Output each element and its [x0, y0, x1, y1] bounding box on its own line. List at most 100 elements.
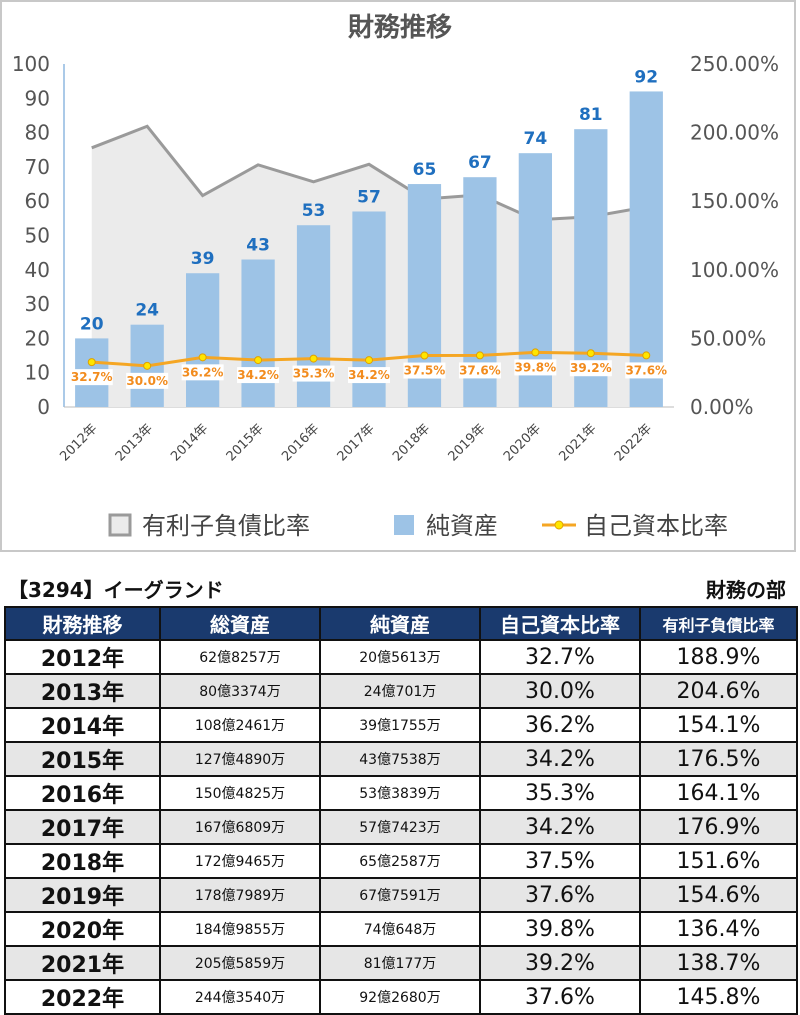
- y2-tick-label: 150.00%: [690, 189, 779, 213]
- table-cell: 24億701万: [319, 673, 481, 709]
- y2-tick-label: 50.00%: [690, 326, 766, 350]
- table-cell: 108億2461万: [159, 707, 321, 743]
- equity-ratio-label-bg: [625, 362, 668, 379]
- table-row: 2013年 80億3374万 24億701万 30.0% 204.6%: [4, 673, 798, 709]
- y-tick-label: 90: [25, 86, 50, 110]
- equity-ratio-label: 37.5%: [404, 364, 446, 378]
- table-cell: 35.3%: [479, 775, 641, 811]
- table-cell: 164.1%: [639, 775, 798, 811]
- net-assets-label: 20: [80, 314, 104, 334]
- table-cell: 92億2680万: [319, 979, 481, 1015]
- equity-ratio-label: 39.2%: [570, 361, 612, 375]
- net-assets-label: 67: [468, 153, 492, 173]
- net-assets-bar: [629, 91, 663, 407]
- y-tick-label: 70: [25, 155, 50, 179]
- equity-ratio-point: [309, 354, 318, 363]
- equity-ratio-label: 34.2%: [237, 368, 279, 382]
- section-name: 財務の部: [706, 578, 786, 602]
- header-cell: 有利子負債比率: [639, 606, 798, 641]
- legend-label-debt-ratio: 有利子負債比率: [142, 512, 310, 540]
- y-tick-label: 10: [25, 361, 50, 385]
- y-tick-label: 20: [25, 326, 50, 350]
- table-cell: 150億4825万: [159, 775, 321, 811]
- equity-ratio-label-bg: [458, 362, 501, 379]
- table-cell: 39.8%: [479, 911, 641, 947]
- table-cell: 30.0%: [479, 673, 641, 709]
- table-cell: 2020年: [4, 911, 161, 947]
- table-cell: 188.9%: [639, 639, 798, 675]
- table-cell: 34.2%: [479, 809, 641, 845]
- table-cell: 172億9465万: [159, 843, 321, 879]
- table-cell: 36.2%: [479, 707, 641, 743]
- table-cell: 178億7989万: [159, 877, 321, 913]
- debt-ratio-line: [91, 124, 647, 222]
- table-row: 2017年 167億6809万 57億7423万 34.2% 176.9%: [4, 809, 798, 845]
- net-assets-label: 92: [634, 67, 658, 87]
- equity-ratio-point: [420, 351, 429, 360]
- x-tick-label: 2021年: [556, 421, 599, 464]
- table-cell: 37.6%: [479, 979, 641, 1015]
- table-heading: 【3294】イーグランド 財務の部: [0, 570, 800, 604]
- table-cell: 39億1755万: [319, 707, 481, 743]
- y2-tick-label: 0.00%: [690, 395, 754, 419]
- table-cell: 53億3839万: [319, 775, 481, 811]
- table-cell: 2015年: [4, 741, 161, 777]
- table-cell: 2013年: [4, 673, 161, 709]
- equity-ratio-label-bg: [403, 362, 446, 379]
- table-row: 2014年 108億2461万 39億1755万 36.2% 154.1%: [4, 707, 798, 743]
- equity-ratio-label: 30.0%: [126, 374, 168, 388]
- equity-ratio-point: [143, 361, 152, 370]
- table-cell: 176.9%: [639, 809, 798, 845]
- x-tick-label: 2016年: [279, 421, 322, 464]
- table-cell: 37.5%: [479, 843, 641, 879]
- table-row: 2022年 244億3540万 92億2680万 37.6% 145.8%: [4, 979, 798, 1015]
- table-cell: 244億3540万: [159, 979, 321, 1015]
- net-assets-label: 53: [302, 201, 326, 221]
- table-cell: 176.5%: [639, 741, 798, 777]
- table-row: 2015年 127億4890万 43億7538万 34.2% 176.5%: [4, 741, 798, 777]
- table-cell: 167億6809万: [159, 809, 321, 845]
- equity-ratio-label: 37.6%: [625, 363, 667, 377]
- table-cell: 62億8257万: [159, 639, 321, 675]
- y2-tick-label: 100.00%: [690, 258, 779, 282]
- y-tick-label: 0: [37, 395, 50, 419]
- table-cell: 184億9855万: [159, 911, 321, 947]
- table-row: 2012年 62億8257万 20億5613万 32.7% 188.9%: [4, 639, 798, 675]
- equity-ratio-point: [254, 356, 263, 365]
- table-cell: 127億4890万: [159, 741, 321, 777]
- net-assets-label: 39: [191, 249, 215, 269]
- table-cell: 74億648万: [319, 911, 481, 947]
- equity-ratio-label-bg: [237, 367, 280, 384]
- x-tick-label: 2012年: [57, 421, 100, 464]
- equity-ratio-point: [365, 356, 373, 365]
- table-cell: 65億2587万: [319, 843, 481, 879]
- equity-ratio-point: [87, 358, 96, 367]
- y2-tick-label: 250.00%: [690, 52, 779, 76]
- table-cell: 154.1%: [639, 707, 798, 743]
- table-row: 2019年 178億7989万 67億7591万 37.6% 154.6%: [4, 877, 798, 913]
- legend-swatch-net-assets: [394, 515, 414, 535]
- table-cell: 34.2%: [479, 741, 641, 777]
- table-cell: 136.4%: [639, 911, 798, 947]
- net-assets-bar: [186, 273, 220, 407]
- x-tick-label: 2015年: [224, 421, 267, 464]
- x-tick-label: 2013年: [113, 421, 156, 464]
- table-cell: 57億7423万: [319, 809, 481, 845]
- equity-ratio-label-bg: [348, 367, 390, 384]
- net-assets-label: 74: [524, 129, 548, 149]
- net-assets-label: 65: [413, 160, 437, 180]
- header-cell: 総資産: [159, 606, 321, 641]
- equity-ratio-label: 39.8%: [515, 360, 557, 374]
- table-cell: 145.8%: [639, 979, 798, 1015]
- y-tick-label: 50: [25, 224, 50, 248]
- table-cell: 2019年: [4, 877, 161, 913]
- y-tick-label: 80: [25, 121, 50, 145]
- table-body: 2012年 62億8257万 20億5613万 32.7% 188.9% 2013年 80億…: [4, 639, 798, 1015]
- x-tick-label: 2018年: [390, 421, 433, 464]
- x-tick-label: 2014年: [168, 421, 211, 464]
- table-cell: 151.6%: [639, 843, 798, 879]
- equity-ratio-point: [642, 351, 651, 360]
- net-assets-label: 24: [135, 301, 159, 321]
- equity-ratio-label-bg: [70, 369, 113, 386]
- x-tick-label: 2022年: [612, 421, 655, 464]
